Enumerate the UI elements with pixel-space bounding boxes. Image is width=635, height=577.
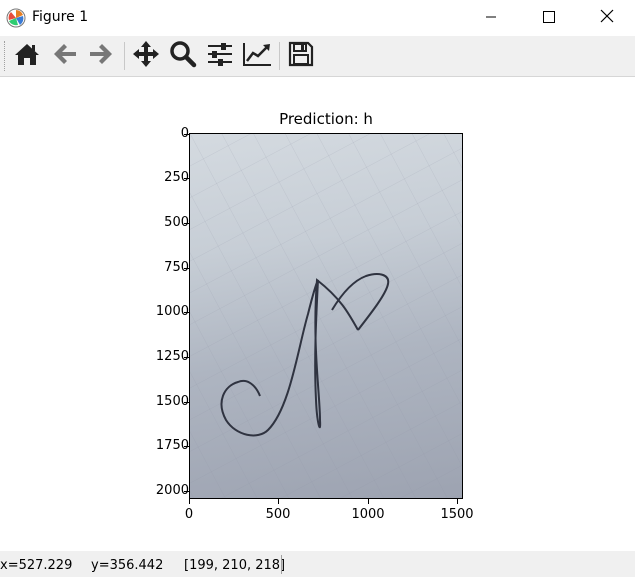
image-axes[interactable] bbox=[189, 133, 463, 499]
y-tick-label: 250 bbox=[164, 170, 189, 185]
toolbar-separator bbox=[124, 42, 125, 70]
save-button[interactable] bbox=[285, 40, 317, 72]
pan-icon bbox=[132, 40, 160, 72]
x-tick-label: 500 bbox=[265, 507, 291, 522]
edit-axes-icon bbox=[242, 41, 272, 71]
cursor-y-readout: y=356.442 bbox=[91, 558, 164, 573]
y-tick-mark bbox=[184, 178, 189, 179]
maximize-icon bbox=[543, 8, 555, 27]
y-tick-label: 1250 bbox=[155, 349, 189, 364]
forward-arrow-icon bbox=[88, 42, 114, 70]
title-bar: Figure 1 bbox=[0, 0, 635, 36]
y-tick-label: 1750 bbox=[155, 438, 189, 453]
forward-button[interactable] bbox=[85, 40, 117, 72]
y-tick-label: 500 bbox=[164, 215, 189, 230]
cursor-x-readout: x=527.229 bbox=[0, 558, 73, 573]
y-tick-label: 750 bbox=[164, 260, 189, 275]
y-tick-mark bbox=[184, 446, 189, 447]
zoom-button[interactable] bbox=[167, 40, 199, 72]
minimize-button[interactable] bbox=[468, 0, 514, 34]
back-arrow-icon bbox=[52, 42, 78, 70]
x-tick-mark bbox=[278, 499, 279, 504]
x-tick-label: 0 bbox=[184, 507, 194, 522]
y-tick-label: 0 bbox=[180, 126, 189, 141]
close-icon bbox=[600, 8, 614, 27]
y-tick-mark bbox=[184, 357, 189, 358]
minimize-icon bbox=[485, 8, 497, 27]
y-tick-mark bbox=[184, 312, 189, 313]
window-title: Figure 1 bbox=[32, 9, 89, 25]
toolbar-grip bbox=[4, 41, 7, 71]
status-separator bbox=[281, 555, 282, 574]
x-tick-label: 1500 bbox=[440, 507, 474, 522]
y-tick-label: 1500 bbox=[155, 394, 189, 409]
home-icon bbox=[14, 42, 40, 70]
y-tick-mark bbox=[184, 402, 189, 403]
pixel-rgb-readout: [199, 210, 218] bbox=[184, 558, 286, 573]
y-tick-mark bbox=[184, 223, 189, 224]
y-tick-label: 2000 bbox=[155, 483, 189, 498]
configure-subplots-button[interactable] bbox=[204, 40, 236, 72]
x-tick-mark bbox=[368, 499, 369, 504]
home-button[interactable] bbox=[11, 40, 43, 72]
configure-subplots-icon bbox=[206, 41, 234, 71]
x-tick-mark bbox=[189, 499, 190, 504]
matplotlib-icon bbox=[6, 8, 26, 28]
zoom-icon bbox=[169, 40, 197, 72]
axes-title: Prediction: h bbox=[279, 110, 373, 128]
x-tick-label: 1000 bbox=[351, 507, 385, 522]
back-button[interactable] bbox=[49, 40, 81, 72]
y-tick-mark bbox=[184, 268, 189, 269]
edit-axes-button[interactable] bbox=[241, 40, 273, 72]
pan-button[interactable] bbox=[130, 40, 162, 72]
close-button[interactable] bbox=[584, 0, 630, 34]
toolbar-separator bbox=[279, 42, 280, 70]
navigation-toolbar bbox=[0, 36, 635, 77]
maximize-button[interactable] bbox=[526, 0, 572, 34]
status-bar: x=527.229 y=356.442 [199, 210, 218] bbox=[0, 551, 635, 577]
y-tick-mark bbox=[184, 491, 189, 492]
y-tick-label: 1000 bbox=[155, 304, 189, 319]
x-tick-mark bbox=[457, 499, 458, 504]
handwritten-letter-image bbox=[190, 134, 462, 498]
save-icon bbox=[288, 41, 314, 71]
y-tick-mark bbox=[184, 134, 189, 135]
